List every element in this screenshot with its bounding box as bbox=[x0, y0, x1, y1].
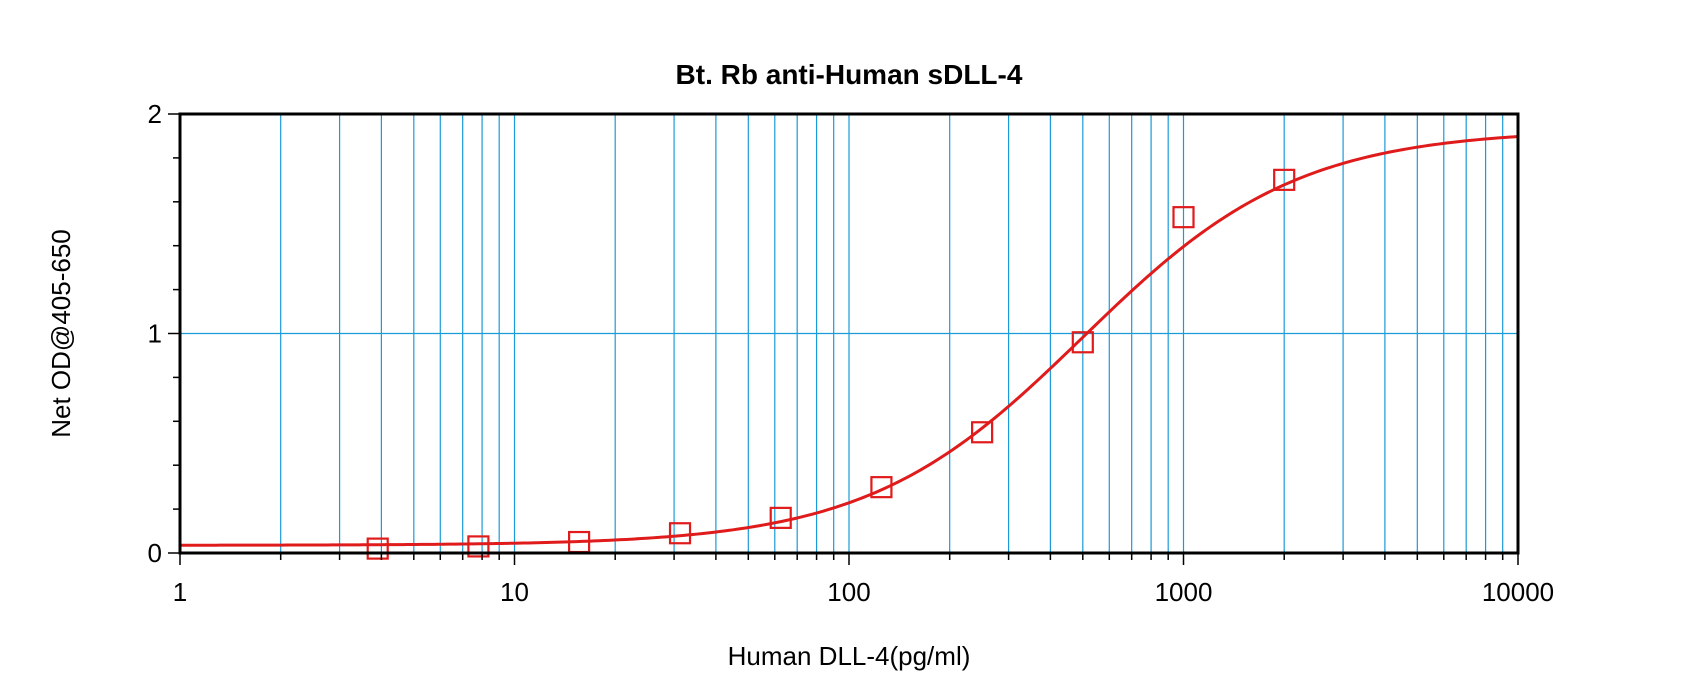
chart-title: Bt. Rb anti-Human sDLL-4 bbox=[676, 59, 1023, 90]
x-tick-label: 1000 bbox=[1155, 577, 1213, 607]
x-tick-label: 1 bbox=[173, 577, 187, 607]
x-tick-labels: 1 10 100 1000 10000 bbox=[173, 577, 1554, 607]
y-tick-labels: 0 1 2 bbox=[148, 99, 162, 568]
data-point bbox=[368, 539, 388, 559]
y-tick-label: 0 bbox=[148, 538, 162, 568]
grid-lines bbox=[180, 114, 1518, 553]
x-tick-label: 10 bbox=[500, 577, 529, 607]
x-tick-label: 10000 bbox=[1482, 577, 1554, 607]
tick-marks bbox=[168, 114, 1518, 565]
data-point bbox=[771, 508, 791, 528]
x-tick-label: 100 bbox=[827, 577, 870, 607]
x-axis-label: Human DLL-4(pg/ml) bbox=[728, 641, 971, 671]
y-tick-label: 1 bbox=[148, 319, 162, 349]
data-markers bbox=[368, 170, 1294, 559]
data-point bbox=[670, 523, 690, 543]
y-axis-label: Net OD@405-650 bbox=[46, 229, 76, 438]
y-tick-label: 2 bbox=[148, 99, 162, 129]
